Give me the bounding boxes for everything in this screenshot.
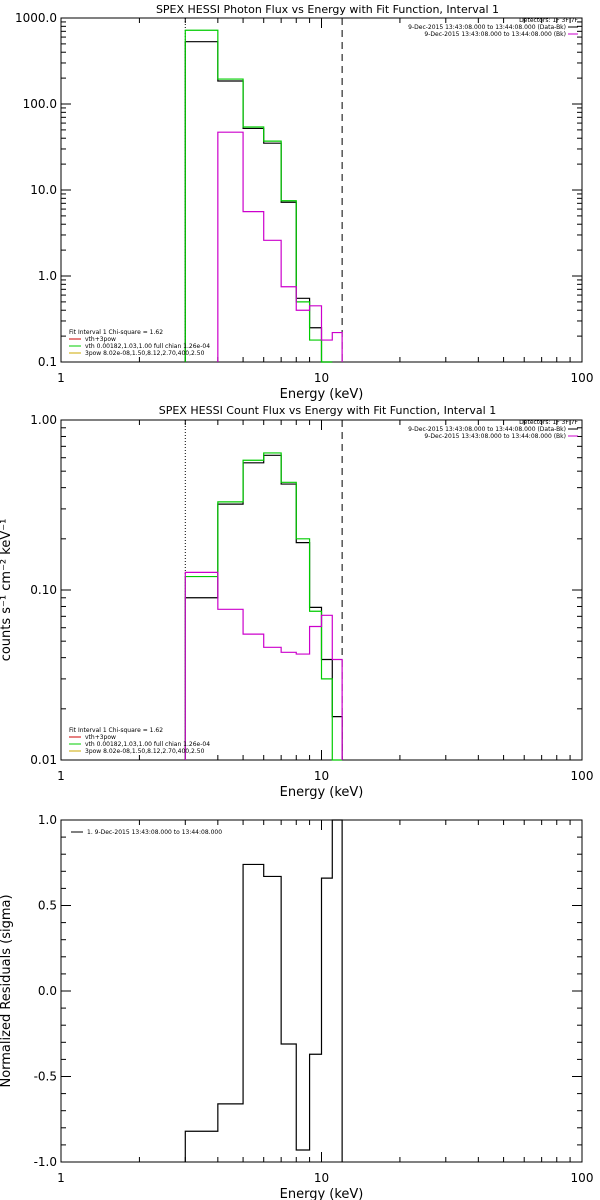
fit-legend-title: Fit Interval 1 Chi-square = 1.62 <box>69 329 163 336</box>
header-line-2: 9-Dec-2015 13:43:08.000 to 13:44:08.000 … <box>424 31 566 38</box>
chart-panel-2: 1 10 100 0.01 0.10 1.00 SPEX HESSI Count Flux … <box>0 404 593 800</box>
x-tick-label: 100 <box>571 769 594 783</box>
x-tick-label: 100 <box>571 1171 594 1185</box>
series-2-line <box>184 29 333 363</box>
fit-legend-title: Fit Interval 1 Chi-square = 1.62 <box>69 727 163 734</box>
y-tick-label: -0.5 <box>34 1070 57 1084</box>
x-tick-label: 1 <box>57 769 65 783</box>
y-tick-label: 0.1 <box>38 355 57 369</box>
chart-title: SPEX HESSI Count Flux vs Energy with Fit… <box>159 404 496 417</box>
series-1-line <box>184 41 333 363</box>
fit-legend-item: vth+3pow <box>85 734 116 741</box>
legend-item: 1. 9-Dec-2015 13:43:08.000 to 13:44:08.0… <box>87 829 222 836</box>
y-axis-label: counts s⁻¹ cm⁻² keV⁻¹ <box>0 519 14 662</box>
series-2-line <box>184 452 343 761</box>
x-tick-label: 10 <box>314 769 329 783</box>
plot-frame <box>60 419 583 761</box>
x-tick-label: 100 <box>571 371 594 385</box>
y-tick-label: 0.0 <box>38 984 57 998</box>
x-axis-label: Energy (keV) <box>280 1187 364 1200</box>
header-line-2: 9-Dec-2015 13:43:08.000 to 13:44:08.000 … <box>424 433 566 440</box>
chart-panel-3: 1 10 100 -1.0 -0.5 0.0 0.5 1.0 Energy (keV) Norma… <box>0 813 593 1200</box>
series-1-line <box>184 819 343 1162</box>
series-3-line <box>217 131 343 362</box>
y-tick-label: 1.0 <box>38 813 57 827</box>
x-axis-label: Energy (keV) <box>280 785 364 800</box>
fit-legend-item: vth 0.00182,1.03,1.00 full chian 1.26e-0… <box>85 741 210 748</box>
detectors-label: Detectors: 1F 3F 7F <box>519 17 578 24</box>
y-tick-label: 1.0 <box>38 269 57 283</box>
header-line-1: 9-Dec-2015 13:43:08.000 to 13:44:08.000 … <box>408 426 566 433</box>
y-tick-label: 1.00 <box>30 413 57 427</box>
y-tick-label: 100.0 <box>23 97 57 111</box>
series-1-line <box>184 454 343 760</box>
y-tick-label: 10.0 <box>30 183 57 197</box>
fit-legend-item: vth 0.00182,1.03,1.00 full chian 1.26e-0… <box>85 343 210 350</box>
x-axis-label: Energy (keV) <box>280 387 364 402</box>
series-3-line <box>184 571 343 760</box>
y-tick-label: 0.5 <box>38 899 57 913</box>
fit-legend-item: vth+3pow <box>85 336 116 343</box>
y-tick-label: -1.0 <box>34 1155 57 1169</box>
x-tick-label: 10 <box>314 1171 329 1185</box>
chart-panel-1: 1 10 100 0.1 1.0 10.0 100.0 1000.0 SPEX HESSI Ph… <box>15 3 593 402</box>
x-tick-label: 10 <box>314 371 329 385</box>
chart-title: SPEX HESSI Photon Flux vs Energy with Fi… <box>156 3 499 16</box>
y-tick-label: 0.10 <box>30 583 57 597</box>
y-tick-label: 1000.0 <box>15 11 57 25</box>
fit-legend-item: 3pow 8.02e-08,1.50,8.12,2.70,400,2.50 <box>85 350 205 357</box>
detectors-label: Detectors: 1F 3F 7F <box>519 419 578 426</box>
y-axis-label: Normalized Residuals (sigma) <box>0 894 14 1087</box>
x-tick-label: 1 <box>57 371 65 385</box>
header-line-1: 9-Dec-2015 13:43:08.000 to 13:44:08.000 … <box>408 24 566 31</box>
fit-legend-item: 3pow 8.02e-08,1.50,8.12,2.70,400,2.50 <box>85 748 205 755</box>
y-tick-label: 0.01 <box>30 753 57 767</box>
x-tick-label: 1 <box>57 1171 65 1185</box>
